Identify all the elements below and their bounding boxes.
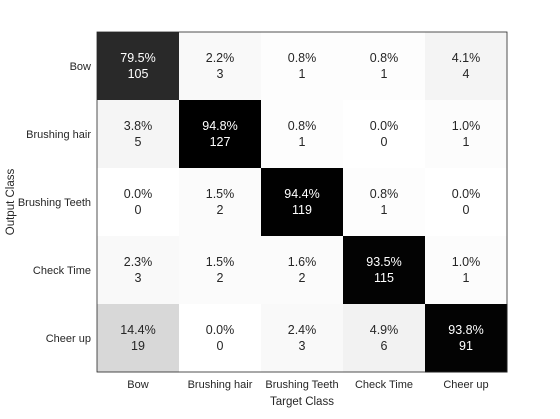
cell-count-label: 0: [217, 339, 224, 353]
cell-count-label: 1: [299, 135, 306, 149]
heatmap-cell: [425, 100, 508, 169]
cell-count-label: 3: [135, 271, 142, 285]
heatmap-cell: [97, 304, 180, 373]
cell-count-label: 127: [210, 135, 231, 149]
cell-percent-label: 0.0%: [370, 119, 399, 133]
heatmap-cell: [261, 32, 344, 101]
heatmap-cell: [97, 32, 180, 101]
cell-count-label: 91: [459, 339, 473, 353]
cell-percent-label: 2.4%: [288, 323, 317, 337]
cell-count-label: 0: [135, 203, 142, 217]
y-tick-label: Brushing Teeth: [18, 197, 91, 209]
y-tick-label: Check Time: [33, 265, 91, 277]
cell-count-label: 19: [131, 339, 145, 353]
cell-count-label: 1: [463, 135, 470, 149]
heatmap-cell: [261, 168, 344, 237]
heatmap-cell: [97, 168, 180, 237]
y-tick-label: Bow: [70, 61, 91, 73]
heatmap-cell: [179, 236, 262, 305]
heatmap-cells: [97, 32, 508, 373]
cell-count-label: 2: [217, 203, 224, 217]
cell-count-label: 2: [217, 271, 224, 285]
heatmap-cell: [179, 168, 262, 237]
heatmap-cell: [179, 304, 262, 373]
y-tick-labels: Bow Brushing hair Brushing Teeth Check Time…: [18, 61, 92, 345]
cell-percent-label: 0.8%: [370, 187, 399, 201]
cell-labels: 79.5%1052.2%30.8%10.8%14.1%43.8%594.8%12…: [120, 51, 483, 353]
heatmap-cell: [425, 168, 508, 237]
cell-percent-label: 1.5%: [206, 187, 235, 201]
cell-count-label: 3: [299, 339, 306, 353]
cell-percent-label: 3.8%: [124, 119, 153, 133]
heatmap-cell: [97, 236, 180, 305]
x-tick-label: Cheer up: [443, 379, 488, 391]
cell-count-label: 1: [463, 271, 470, 285]
cell-count-label: 2: [299, 271, 306, 285]
heatmap-cell: [261, 236, 344, 305]
cell-percent-label: 94.4%: [284, 187, 319, 201]
cell-count-label: 1: [381, 203, 388, 217]
cell-percent-label: 1.6%: [288, 255, 317, 269]
heatmap-cell: [425, 304, 508, 373]
heatmap-cell: [343, 236, 426, 305]
cell-count-label: 1: [381, 67, 388, 81]
cell-count-label: 0: [463, 203, 470, 217]
heatmap-cell: [425, 236, 508, 305]
heatmap-cell: [425, 32, 508, 101]
x-tick-label: Brushing hair: [188, 379, 253, 391]
cell-percent-label: 2.2%: [206, 51, 235, 65]
heatmap-cell: [179, 32, 262, 101]
cell-count-label: 4: [463, 67, 470, 81]
heatmap-cell: [261, 304, 344, 373]
cell-percent-label: 1.0%: [452, 255, 481, 269]
cell-count-label: 5: [135, 135, 142, 149]
cell-percent-label: 0.8%: [370, 51, 399, 65]
cell-count-label: 105: [128, 67, 149, 81]
cell-percent-label: 14.4%: [120, 323, 155, 337]
cell-percent-label: 93.5%: [366, 255, 401, 269]
cell-percent-label: 0.8%: [288, 51, 317, 65]
heatmap-cell: [343, 100, 426, 169]
y-tick-label: Cheer up: [46, 333, 91, 345]
cell-count-label: 1: [299, 67, 306, 81]
x-tick-label: Brushing Teeth: [265, 379, 338, 391]
cell-percent-label: 94.8%: [202, 119, 237, 133]
cell-percent-label: 4.1%: [452, 51, 481, 65]
cell-percent-label: 79.5%: [120, 51, 155, 65]
cell-percent-label: 1.0%: [452, 119, 481, 133]
cell-count-label: 115: [374, 271, 394, 285]
cell-percent-label: 0.0%: [124, 187, 153, 201]
y-axis-label: Output Class: [5, 169, 17, 236]
cell-count-label: 3: [217, 67, 224, 81]
x-tick-labels: Bow Brushing hair Brushing Teeth Check Time…: [127, 379, 488, 391]
cell-percent-label: 4.9%: [370, 323, 399, 337]
heatmap-cell: [343, 168, 426, 237]
x-tick-label: Check Time: [355, 379, 413, 391]
cell-percent-label: 0.8%: [288, 119, 317, 133]
heatmap-cell: [343, 32, 426, 101]
plot-frame: [96, 31, 508, 373]
cell-percent-label: 1.5%: [206, 255, 235, 269]
cell-count-label: 119: [292, 203, 312, 217]
cell-count-label: 6: [381, 339, 388, 353]
x-axis-label: Target Class: [270, 396, 334, 408]
heatmap-cell: [343, 304, 426, 373]
heatmap-cell: [97, 100, 180, 169]
cell-percent-label: 93.8%: [448, 323, 483, 337]
x-tick-label: Bow: [127, 379, 148, 391]
cell-count-label: 0: [381, 135, 388, 149]
heatmap-cell: [179, 100, 262, 169]
heatmap-cell: [261, 100, 344, 169]
cell-percent-label: 2.3%: [124, 255, 153, 269]
cell-percent-label: 0.0%: [452, 187, 481, 201]
cell-percent-label: 0.0%: [206, 323, 235, 337]
y-tick-label: Brushing hair: [26, 129, 91, 141]
